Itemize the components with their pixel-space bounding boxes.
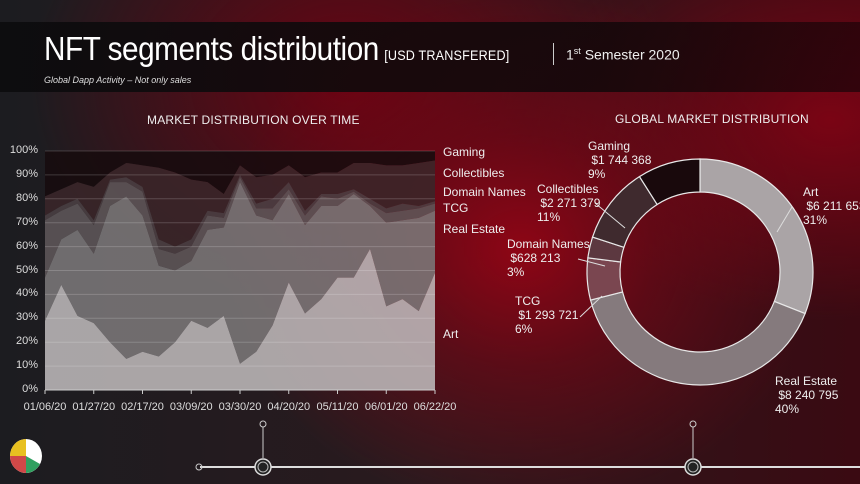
label-name: Art	[803, 185, 819, 199]
x-tick-label: 06/01/20	[364, 401, 408, 413]
leader-line	[577, 258, 606, 267]
x-tick-label: 03/09/20	[169, 401, 213, 413]
x-tick-label: 06/22/20	[413, 401, 457, 413]
label-pct: 9%	[588, 167, 606, 181]
y-tick-label: 0%	[22, 383, 38, 395]
header-divider	[553, 43, 554, 65]
label-value: $1 293 721	[518, 308, 579, 322]
donut-slice-art	[699, 158, 814, 315]
y-tick-label: 70%	[15, 215, 38, 228]
donut-chart-title: GLOBAL MARKET DISTRIBUTION	[615, 112, 809, 126]
area-domain-names	[45, 174, 435, 254]
label-pct: 6%	[515, 322, 533, 336]
title-suffix: [USD TRANSFERED]	[384, 47, 510, 63]
label-name: Collectibles	[537, 182, 599, 196]
label-value: $6 211 653	[806, 199, 860, 213]
label-name: TCG	[515, 294, 541, 308]
y-tick-label: 90%	[15, 167, 38, 180]
label-pct: 40%	[775, 402, 800, 416]
donut-label-real-estate: Real Estate $8 240 795 40%	[775, 374, 838, 416]
label-value: $628 213	[510, 251, 561, 265]
area-tcg	[45, 177, 435, 278]
legend-real-estate: Real Estate	[443, 222, 506, 236]
legend-tcg: TCG	[443, 201, 469, 215]
area-gaming	[45, 151, 435, 197]
leader-line	[579, 295, 603, 318]
legend-collectibles: Collectibles	[443, 166, 505, 180]
legend-gaming: Gaming	[443, 145, 486, 159]
area-art	[45, 248, 435, 390]
donut-label-art: Art $6 211 653 31%	[803, 185, 860, 227]
label-pct: 3%	[507, 265, 525, 279]
label-name: Gaming	[588, 139, 631, 153]
donut-label-domain-names: Domain Names $628 213 3%	[507, 237, 590, 279]
label-pct: 11%	[537, 210, 561, 224]
x-tick-label: 01/06/20	[23, 401, 67, 413]
y-tick-label: 20%	[15, 335, 38, 348]
y-tick-label: 40%	[15, 287, 38, 300]
period-sup: st	[573, 46, 581, 56]
label-value: $2 271 379	[540, 196, 601, 210]
area-collectibles	[45, 160, 435, 247]
y-tick-label: 80%	[15, 191, 38, 204]
header-bar	[0, 22, 860, 92]
y-tick-label: 10%	[15, 359, 38, 372]
page-title: NFT segments distribution [USD TRANSFERED…	[44, 30, 509, 68]
title-text: NFT segments distribution	[44, 30, 379, 67]
x-tick-label: 01/27/20	[72, 401, 116, 413]
donut-label-tcg: TCG $1 293 721 6%	[515, 294, 578, 336]
y-tick-label: 50%	[15, 263, 38, 276]
period-label: 1st Semester 2020	[566, 46, 680, 63]
period-text: Semester 2020	[580, 46, 680, 63]
legend-art: Art	[443, 327, 459, 341]
x-tick-label: 03/30/20	[218, 401, 262, 413]
label-value: $8 240 795	[778, 388, 839, 402]
area-chart-title: MARKET DISTRIBUTION OVER TIME	[147, 113, 360, 127]
y-tick-label: 60%	[15, 239, 38, 252]
label-pct: 31%	[803, 213, 828, 227]
donut-label-gaming: Gaming $1 744 368 9%	[588, 139, 651, 181]
y-tick-label: 100%	[9, 144, 38, 156]
donut-slice-tcg	[586, 257, 624, 301]
leader-line	[594, 202, 626, 229]
leader-line	[776, 206, 793, 233]
page-subtitle: Global Dapp Activity – Not only sales	[44, 75, 192, 85]
x-tick-label: 05/11/20	[316, 401, 359, 413]
area-real-estate	[45, 182, 435, 364]
donut-label-collectibles: Collectibles $2 271 379 11%	[537, 182, 600, 224]
label-value: $1 744 368	[591, 153, 652, 167]
legend-domain-names: Domain Names	[443, 185, 526, 199]
y-tick-label: 30%	[15, 311, 38, 324]
label-name: Domain Names	[507, 237, 590, 251]
donut-slice-real-estate	[589, 291, 806, 386]
donut-slice-gaming	[638, 158, 701, 206]
label-name: Real Estate	[775, 374, 838, 388]
x-tick-label: 04/20/20	[267, 401, 311, 413]
period-ordinal: 1	[566, 46, 574, 63]
x-tick-label: 02/17/20	[121, 401, 164, 413]
